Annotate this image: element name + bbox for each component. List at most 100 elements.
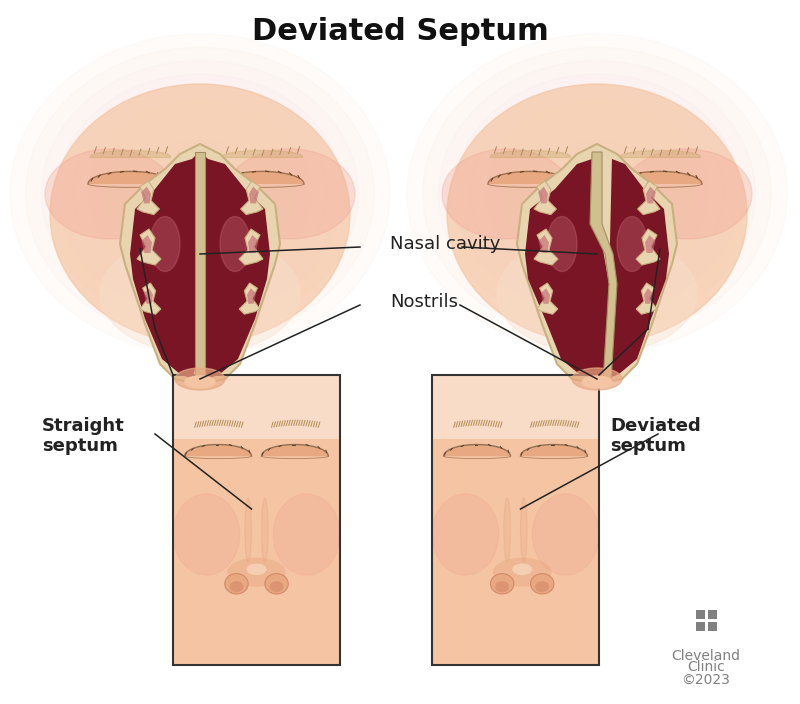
Ellipse shape (423, 64, 771, 364)
Polygon shape (525, 156, 609, 379)
Ellipse shape (405, 49, 789, 379)
Text: Nostrils: Nostrils (390, 293, 458, 311)
Polygon shape (444, 444, 510, 456)
Ellipse shape (442, 149, 572, 239)
Ellipse shape (175, 368, 225, 390)
Ellipse shape (504, 498, 510, 562)
Polygon shape (185, 444, 251, 456)
Bar (707, 610, 717, 619)
Ellipse shape (50, 84, 350, 344)
Ellipse shape (617, 217, 647, 272)
Ellipse shape (438, 61, 755, 327)
Polygon shape (618, 171, 702, 184)
Ellipse shape (582, 376, 612, 388)
Polygon shape (137, 181, 159, 215)
Ellipse shape (407, 34, 787, 354)
Ellipse shape (441, 79, 753, 349)
Text: Straight
septum: Straight septum (42, 417, 125, 455)
Polygon shape (120, 144, 280, 384)
Ellipse shape (26, 47, 374, 341)
Text: Clinic: Clinic (687, 660, 725, 674)
Bar (173, 375, 340, 665)
Ellipse shape (572, 368, 622, 390)
Polygon shape (195, 152, 205, 382)
Ellipse shape (245, 498, 251, 562)
Polygon shape (517, 144, 677, 384)
Polygon shape (248, 235, 258, 253)
Ellipse shape (622, 149, 752, 239)
Polygon shape (636, 229, 660, 265)
Ellipse shape (32, 69, 368, 359)
Polygon shape (88, 171, 172, 184)
Text: Cleveland: Cleveland (671, 649, 741, 663)
Bar (173, 375, 340, 665)
Ellipse shape (535, 581, 550, 592)
Polygon shape (638, 181, 660, 215)
Ellipse shape (497, 234, 697, 354)
Ellipse shape (447, 84, 747, 344)
Polygon shape (538, 235, 549, 253)
Polygon shape (141, 187, 151, 203)
Ellipse shape (512, 563, 532, 575)
Polygon shape (249, 187, 259, 203)
Bar (432, 375, 599, 665)
Polygon shape (534, 181, 557, 215)
Polygon shape (541, 288, 550, 304)
Ellipse shape (495, 581, 509, 592)
Bar (707, 622, 717, 631)
Ellipse shape (274, 494, 340, 575)
Polygon shape (142, 235, 152, 253)
Ellipse shape (45, 149, 175, 239)
Text: Deviated Septum: Deviated Septum (252, 18, 548, 46)
Bar (695, 622, 705, 631)
Polygon shape (144, 288, 153, 304)
Ellipse shape (493, 558, 551, 586)
Polygon shape (140, 283, 161, 314)
Polygon shape (644, 288, 653, 304)
Ellipse shape (173, 494, 240, 575)
Ellipse shape (42, 61, 358, 327)
Bar (432, 375, 599, 665)
Polygon shape (239, 283, 260, 314)
Ellipse shape (100, 234, 300, 354)
Ellipse shape (429, 69, 765, 359)
Ellipse shape (270, 581, 283, 592)
Polygon shape (537, 283, 558, 314)
Ellipse shape (20, 59, 380, 369)
Ellipse shape (411, 54, 783, 374)
Ellipse shape (246, 563, 266, 575)
Polygon shape (205, 156, 270, 379)
Ellipse shape (185, 376, 215, 388)
Polygon shape (239, 229, 263, 265)
Ellipse shape (432, 494, 499, 575)
Ellipse shape (262, 498, 268, 562)
Polygon shape (521, 444, 587, 456)
Ellipse shape (26, 64, 374, 364)
Bar (173, 375, 340, 439)
Polygon shape (646, 187, 656, 203)
Ellipse shape (230, 581, 243, 592)
Ellipse shape (447, 84, 747, 344)
Text: Deviated
septum: Deviated septum (610, 417, 701, 455)
Polygon shape (247, 288, 256, 304)
Ellipse shape (50, 84, 350, 344)
Ellipse shape (547, 217, 577, 272)
Polygon shape (605, 156, 669, 379)
Polygon shape (590, 152, 617, 382)
Ellipse shape (423, 47, 771, 341)
Ellipse shape (8, 49, 392, 379)
Polygon shape (262, 444, 328, 456)
Polygon shape (241, 181, 263, 215)
Ellipse shape (38, 74, 362, 354)
Ellipse shape (14, 54, 386, 374)
Polygon shape (137, 229, 161, 265)
Polygon shape (488, 171, 572, 184)
Ellipse shape (227, 558, 286, 586)
Bar (432, 375, 599, 439)
Polygon shape (645, 235, 655, 253)
Bar (695, 610, 705, 619)
Ellipse shape (150, 217, 180, 272)
Ellipse shape (530, 574, 554, 594)
Ellipse shape (220, 217, 250, 272)
Text: Nasal cavity: Nasal cavity (390, 235, 500, 253)
